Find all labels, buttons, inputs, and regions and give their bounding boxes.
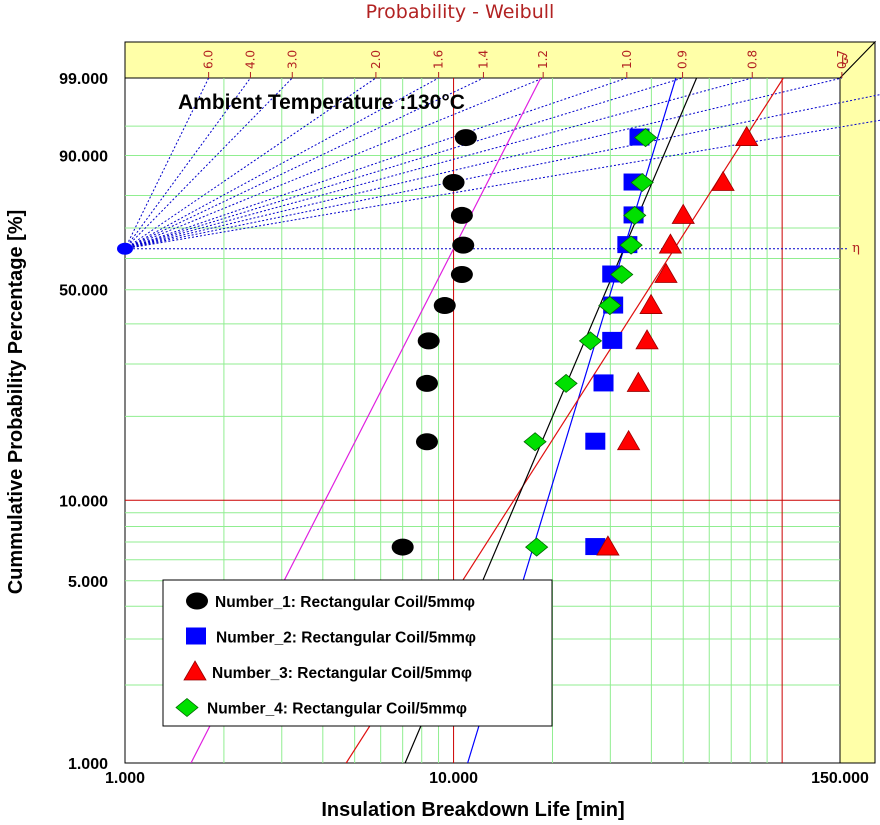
data-point xyxy=(442,174,465,192)
legend-entry-label: Number_2: Rectangular Coil/5mmφ xyxy=(216,630,476,647)
x-tick-label: 10.000 xyxy=(429,770,478,787)
beta-scale-labels: 6.04.03.02.01.61.41.21.00.90.80.70.60.5 xyxy=(202,50,849,78)
pivot-point xyxy=(117,242,133,255)
data-point xyxy=(450,206,473,224)
data-point xyxy=(734,125,759,146)
beta-guide-line xyxy=(124,77,683,250)
data-point xyxy=(454,129,477,147)
legend-marker xyxy=(175,697,199,718)
y-tick-label: 5.000 xyxy=(68,574,108,591)
data-point xyxy=(525,537,549,557)
axis-tick-labels: 1.000 10.000 150.000 99.000 90.000 50.000 10.0… xyxy=(59,71,869,787)
legend-box xyxy=(162,579,553,727)
legend-marker xyxy=(186,627,206,645)
beta-tick-label: 6.0 xyxy=(202,50,216,69)
beta-tick-label: 1.2 xyxy=(536,50,550,69)
beta-guide-lines xyxy=(117,77,880,255)
data-point xyxy=(554,373,578,393)
y-tick-label: 10.000 xyxy=(59,493,108,510)
y-tick-label: 90.000 xyxy=(59,148,108,165)
data-point xyxy=(598,296,622,316)
data-point xyxy=(578,331,603,351)
frame-right-panel xyxy=(839,40,876,764)
data-point xyxy=(417,332,440,350)
data-point xyxy=(671,203,695,224)
x-tick-label: 1.000 xyxy=(105,770,145,787)
chart-title: Probability - Weibull xyxy=(366,1,555,23)
beta-guide-line xyxy=(124,77,251,250)
beta-tick-label: 2.0 xyxy=(369,50,383,69)
data-markers xyxy=(391,125,759,557)
data-point xyxy=(711,170,735,191)
data-point xyxy=(585,432,606,450)
beta-guide-line xyxy=(124,119,880,250)
data-point xyxy=(639,293,663,314)
legend-entry-label: Number_3: Rectangular Coil/5mmφ xyxy=(212,665,472,682)
annotation-text: Ambient Temperature :130°C xyxy=(178,91,465,114)
data-point xyxy=(450,266,473,284)
data-point xyxy=(619,235,643,255)
data-point xyxy=(415,374,438,392)
x-tick-label: 150.000 xyxy=(811,770,869,787)
data-point xyxy=(391,538,414,556)
beta-tick-label: 1.0 xyxy=(620,50,634,69)
legend-entry-label: Number_1: Rectangular Coil/5mmφ xyxy=(215,594,475,611)
beta-guide-line xyxy=(124,77,439,250)
data-point xyxy=(523,432,547,452)
beta-guide-line xyxy=(124,77,377,250)
data-point xyxy=(452,236,475,254)
data-point xyxy=(610,264,634,285)
beta-guide-line xyxy=(124,77,842,250)
data-point xyxy=(415,433,438,451)
legend-marker xyxy=(186,592,208,610)
beta-tick-label: 3.0 xyxy=(285,50,299,69)
beta-tick-label: 0.9 xyxy=(676,50,690,69)
y-tick-label: 50.000 xyxy=(59,283,108,300)
y-tick-label: 99.000 xyxy=(59,71,108,88)
beta-tick-label: 4.0 xyxy=(243,50,257,69)
frame-top-panel xyxy=(124,41,877,79)
beta-tick-label: 0.7 xyxy=(835,50,849,69)
data-point xyxy=(596,535,620,556)
data-point xyxy=(626,371,651,392)
data-point xyxy=(635,329,659,350)
beta-guide-line xyxy=(124,77,627,250)
data-point xyxy=(433,297,456,315)
beta-tick-label: 1.6 xyxy=(432,50,446,69)
data-point xyxy=(633,128,658,148)
beta-guide-line xyxy=(124,77,544,250)
eta-symbol: η xyxy=(852,241,860,256)
data-point xyxy=(658,233,683,254)
data-point xyxy=(654,262,678,283)
data-point xyxy=(616,429,641,451)
data-point xyxy=(602,331,623,349)
data-point xyxy=(630,173,654,193)
legend-entry-label: Number_4: Rectangular Coil/5mmφ xyxy=(207,701,467,718)
legend: Number_1: Rectangular Coil/5mmφ Number_2:… xyxy=(162,579,553,727)
data-point xyxy=(593,374,614,392)
data-point xyxy=(623,205,647,225)
y-axis-label: Cummulative Probability Percentage [%] xyxy=(5,210,27,595)
beta-symbol: β xyxy=(841,53,849,68)
beta-guide-line xyxy=(124,77,753,250)
beta-tick-label: 1.4 xyxy=(476,50,490,69)
y-tick-label: 1.000 xyxy=(68,756,108,773)
legend-marker xyxy=(183,660,207,681)
x-axis-label: Insulation Breakdown Life [min] xyxy=(321,799,624,821)
beta-tick-label: 0.8 xyxy=(745,50,759,69)
